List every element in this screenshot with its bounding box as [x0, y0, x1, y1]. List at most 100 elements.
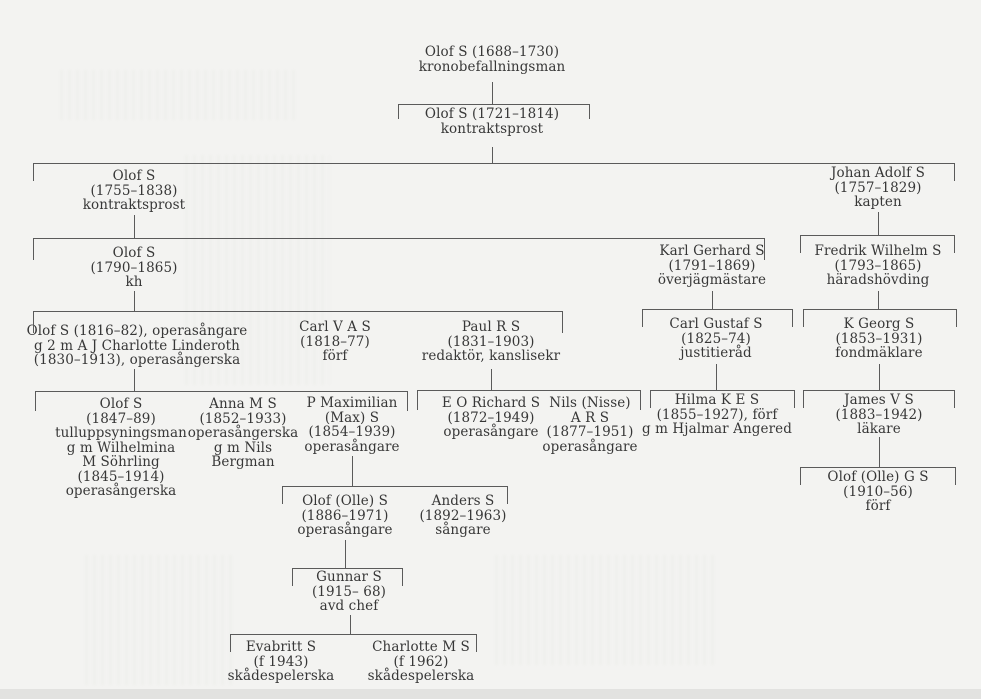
person-text-line: (1845–1914): [77, 468, 165, 485]
person-text-line: Olof S (1688–1730): [424, 44, 560, 60]
person-text-line: (1790–1865): [90, 259, 178, 276]
connector-sibling-bracket: [650, 390, 795, 408]
person-text-line: kh: [125, 274, 143, 290]
person-text-line: avd chef: [319, 598, 379, 614]
person-node-hilma-k-e-s: Hilma K E S (1855–1927), förf g m Hjalmar …: [567, 393, 867, 437]
person-text-line: operasångerska: [65, 483, 177, 499]
connector-vertical-line: [134, 369, 135, 391]
person-text-line: operasångare: [443, 424, 539, 440]
person-text-line: Evabritt S: [245, 639, 317, 655]
person-text-line: överjägmästare: [657, 272, 767, 288]
person-text-line: (1877–1951): [546, 424, 634, 440]
connector-vertical-line: [712, 291, 713, 309]
person-node-james-v-s: James V S (1883–1942) läkare: [729, 393, 981, 437]
person-text-line: (Max) S: [324, 409, 380, 426]
connector-sibling-bracket: [417, 390, 641, 410]
person-text-line: Olof (Olle) S: [302, 493, 388, 509]
connector-sibling-bracket: [33, 311, 563, 333]
person-text-line: (1818–77): [300, 333, 370, 350]
connector-vertical-line: [716, 364, 717, 390]
person-text-line: (1852–1933): [199, 410, 287, 427]
person-text-line: (1825–74): [681, 330, 751, 347]
person-node-johan-adolf-s: Johan Adolf S (1757–1829) kapten: [728, 166, 981, 210]
person-node-olof-olle-g-s: Olof (Olle) G S (1910–56) förf: [728, 470, 981, 514]
person-text-line: (1892–1963): [419, 507, 507, 524]
connector-sibling-bracket: [33, 163, 955, 181]
person-text-line: Olof S (1816–82), operasångare: [26, 323, 248, 339]
person-text-line: Carl Gustaf S: [669, 316, 763, 332]
person-text-line: P Maximilian: [306, 395, 398, 411]
person-text-line: (1830–1913), operasångerska: [33, 352, 241, 368]
person-node-carl-gustaf-s: Carl Gustaf S (1825–74) justitieråd: [566, 317, 866, 361]
person-text-line: häradshövding: [826, 272, 930, 288]
person-text-line: (1793–1865): [834, 257, 922, 274]
person-node-p-maximilian-max-s: P Maximilian (Max) S (1854–1939) operasånga…: [202, 396, 502, 454]
person-text-line: (1755–1838): [90, 182, 178, 199]
person-text-line: Karl Gerhard S: [659, 243, 765, 259]
person-text-line: operasångare: [304, 438, 400, 455]
connector-sibling-bracket: [800, 467, 956, 485]
person-node-olof-s-1847: Olof S (1847–89) tulluppsyningsman g m Wilh…: [0, 397, 271, 499]
connector-vertical-line: [879, 364, 880, 390]
person-text-line: Nils (Nisse): [549, 395, 631, 411]
person-text-line: Charlotte M S: [372, 639, 470, 655]
person-text-line: Gunnar S: [316, 569, 382, 585]
connector-vertical-line: [492, 82, 493, 104]
person-text-line: kontraktsprost: [82, 197, 186, 213]
person-text-line: (1872–1949): [447, 409, 535, 426]
connector-sibling-bracket: [803, 390, 955, 408]
person-text-line: redaktör, kanslisekr: [421, 348, 561, 364]
connector-vertical-line: [134, 215, 135, 238]
connector-sibling-bracket: [803, 309, 957, 327]
connector-vertical-line: [352, 456, 353, 486]
person-text-line: kontraktsprost: [440, 120, 544, 137]
person-node-paul-r-s: Paul R S (1831–1903) redaktör, kanslisekr: [341, 320, 641, 364]
person-node-olof-olle-s: Olof (Olle) S (1886–1971) operasångare: [195, 494, 495, 538]
person-text-line: g m Wilhelmina: [66, 439, 176, 456]
person-node-olof-s-1816: Olof S (1816–82), operasångare g 2 m A J …: [0, 324, 287, 368]
person-text-line: Olof S: [112, 168, 156, 184]
person-text-line: James V S: [844, 392, 914, 408]
person-node-fredrik-wilhelm-s: Fredrik Wilhelm S (1793–1865) häradshövdin…: [728, 244, 981, 288]
connector-sibling-bracket: [800, 235, 955, 253]
person-node-e-o-richard-s: E O Richard S (1872–1949) operasångare: [341, 396, 641, 440]
person-text-line: operasångare: [297, 522, 393, 538]
person-text-line: (1854–1939): [308, 424, 396, 440]
person-text-line: (1910–56): [843, 483, 913, 500]
person-text-line: (f 1962): [393, 653, 449, 670]
connector-sibling-bracket: [642, 309, 793, 327]
person-node-gunnar-s: Gunnar S (1915– 68) avd chef: [199, 570, 499, 614]
connector-sibling-bracket: [35, 391, 408, 411]
person-text-line: A R S: [570, 409, 610, 426]
person-text-line: (1757–1829): [834, 179, 922, 196]
person-text-line: kronobefallningsman: [418, 58, 566, 75]
person-text-line: Olof S: [112, 245, 156, 261]
person-text-line: (f 1943): [253, 653, 309, 670]
person-text-line: (1853–1931): [835, 330, 923, 347]
person-text-line: Bergman: [211, 454, 275, 470]
person-text-line: g m Hjalmar Angered: [641, 421, 792, 437]
person-text-line: (1883–1942): [835, 406, 923, 423]
person-text-line: E O Richard S: [441, 395, 541, 411]
person-text-line: (1791–1869): [668, 257, 756, 274]
person-text-line: operasångare: [542, 438, 638, 455]
person-text-line: sångare: [435, 522, 491, 538]
person-text-line: g m Nils: [213, 439, 273, 456]
person-node-carl-v-a-s: Carl V A S (1818–77) förf: [185, 320, 485, 364]
person-node-anders-s: Anders S (1892–1963) sångare: [313, 494, 613, 538]
person-text-line: fondmäklare: [835, 345, 923, 361]
person-text-line: skådespelerska: [227, 668, 335, 684]
connector-vertical-line: [492, 147, 493, 163]
person-text-line: Olof S: [99, 396, 143, 412]
person-text-line: skådespelerska: [367, 668, 475, 684]
person-text-line: Anna M S: [209, 396, 277, 412]
connector-sibling-bracket: [292, 568, 403, 586]
person-text-line: (1915– 68): [311, 583, 387, 600]
connector-vertical-line: [350, 615, 351, 634]
connector-vertical-line: [134, 291, 135, 311]
connector-sibling-bracket: [230, 634, 477, 652]
person-node-charlotte-m-s: Charlotte M S (f 1962) skådespelerska: [271, 640, 571, 684]
connector-vertical-line: [879, 437, 880, 467]
person-node-k-georg-s: K Georg S (1853–1931) fondmäklare: [729, 317, 981, 361]
person-text-line: (1886–1971): [301, 507, 389, 524]
